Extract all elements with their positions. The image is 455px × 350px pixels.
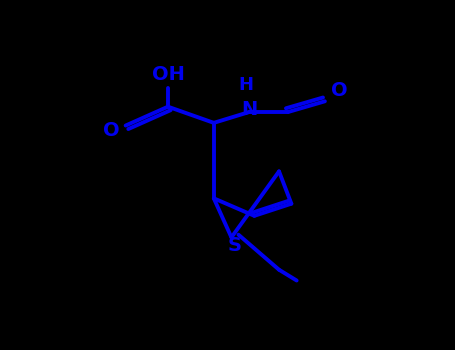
Text: H: H — [238, 76, 253, 94]
Text: S: S — [228, 236, 242, 255]
Text: N: N — [241, 100, 257, 119]
Text: OH: OH — [152, 65, 184, 84]
Text: O: O — [103, 121, 120, 140]
Text: O: O — [331, 81, 347, 100]
